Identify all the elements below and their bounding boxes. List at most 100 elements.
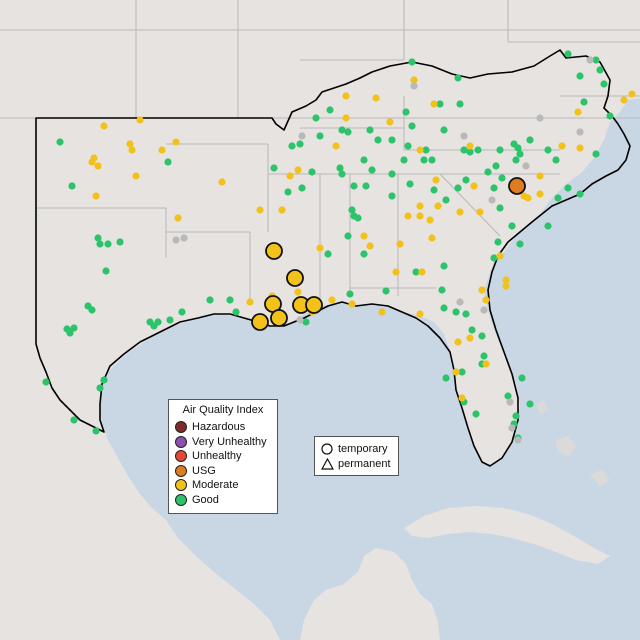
site-moderate [416,202,424,210]
site-good [96,240,104,248]
site-moderate [404,212,412,220]
site-moderate [294,166,302,174]
site-moderate [430,100,438,108]
site-good [346,290,354,298]
legend-label: USG [192,464,216,477]
site-good [440,126,448,134]
site-moderate [396,240,404,248]
temporary-site-moderate [270,309,288,327]
site-moderate [136,116,144,124]
site-good [544,222,552,230]
triangle-icon [320,457,334,470]
yucatan-land [300,548,440,640]
site-good [100,376,108,384]
legend-label: Hazardous [192,421,246,434]
site-good [456,100,464,108]
site-good [348,206,356,214]
site-good [56,138,64,146]
site-good [166,316,174,324]
site-moderate [416,146,424,154]
site-good [408,58,416,66]
legend-item-very-unhealthy: Very Unhealthy [175,435,271,450]
legend-item-permanent: permanent [320,457,393,472]
site-moderate [502,276,510,284]
site-no-data [172,236,180,244]
site-good [382,287,390,295]
bahamas-island-2 [590,470,610,486]
site-good [468,326,476,334]
site-good [324,250,332,258]
site-good [480,352,488,360]
site-good [440,304,448,312]
site-good [484,168,492,176]
site-no-data [410,82,418,90]
site-moderate [458,394,466,402]
site-moderate [478,286,486,294]
temporary-site-moderate [265,242,283,260]
site-moderate [100,122,108,130]
site-good [388,136,396,144]
site-no-data [506,398,514,406]
site-moderate [94,162,102,170]
site-good [512,156,520,164]
site-moderate [386,118,394,126]
legend-item-hazardous: Hazardous [175,420,271,435]
site-no-data [460,132,468,140]
site-good [460,146,468,154]
site-good [592,56,600,64]
site-good [454,184,462,192]
site-good [284,188,292,196]
site-good [388,170,396,178]
site-moderate [88,158,96,166]
site-good [354,214,362,222]
site-moderate [92,192,100,200]
site-moderate [378,308,386,316]
site-good [564,184,572,192]
site-good [302,318,310,326]
site-good [452,308,460,316]
aqi-legend-title: Air Quality Index [182,404,264,416]
site-good [462,310,470,318]
unhealthy-swatch [175,450,187,463]
site-moderate [328,296,336,304]
site-good [516,240,524,248]
site-good [68,182,76,190]
bahamas-island-1 [556,436,576,456]
temporary-label: temporary [338,443,388,456]
legend-label: Very Unhealthy [192,435,267,448]
site-good [362,182,370,190]
site-good [298,184,306,192]
site-good [462,176,470,184]
site-good [178,308,186,316]
monitor-type-legend: temporary permanent [314,436,399,476]
site-moderate [392,268,400,276]
site-good [564,50,572,58]
site-good [442,374,450,382]
site-moderate [372,94,380,102]
legend-label: Good [192,493,219,506]
site-moderate [434,202,442,210]
site-good [454,74,462,82]
monitoring-sites [42,50,636,444]
site-good [270,164,278,172]
site-good [406,180,414,188]
site-moderate [126,140,134,148]
site-good [164,158,172,166]
site-moderate [576,144,584,152]
site-good [374,136,382,144]
site-good [472,410,480,418]
site-no-data [508,424,516,432]
site-moderate [536,190,544,198]
site-good [312,114,320,122]
site-moderate [574,108,582,116]
site-good [308,168,316,176]
site-moderate [502,282,510,290]
site-good [360,156,368,164]
site-good [70,416,78,424]
site-good [438,286,446,294]
site-good [514,144,522,152]
site-good [554,194,562,202]
region-boundary [35,49,631,467]
site-good [516,150,524,158]
